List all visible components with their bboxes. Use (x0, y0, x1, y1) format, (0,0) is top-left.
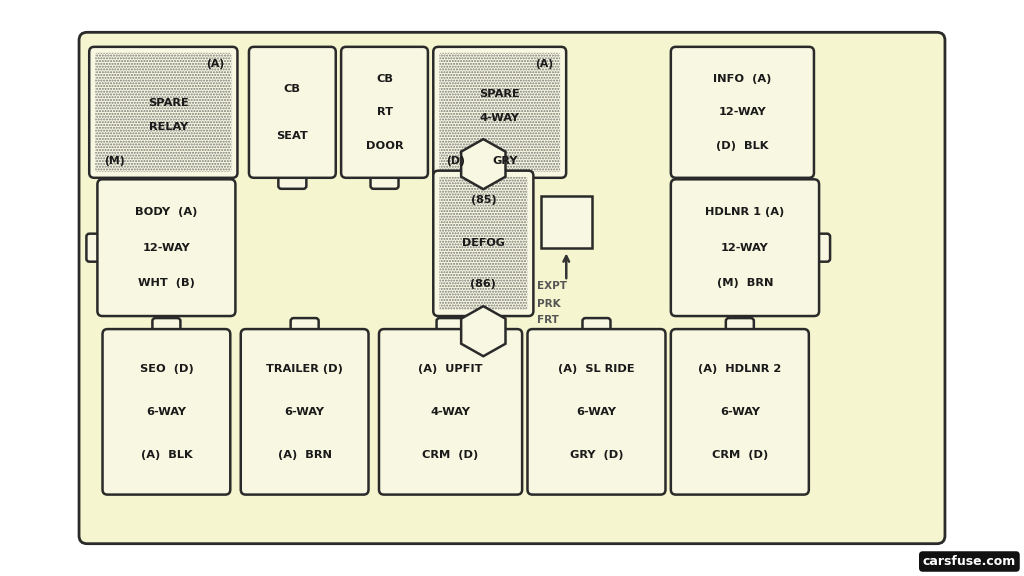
Text: (M): (M) (104, 156, 125, 166)
Text: 4-WAY: 4-WAY (479, 113, 520, 123)
FancyBboxPatch shape (279, 167, 306, 189)
FancyBboxPatch shape (86, 234, 109, 262)
FancyBboxPatch shape (583, 318, 610, 340)
FancyBboxPatch shape (249, 47, 336, 178)
Text: 6-WAY: 6-WAY (285, 407, 325, 417)
Text: (M)  BRN: (M) BRN (717, 278, 773, 288)
FancyBboxPatch shape (433, 170, 534, 316)
Text: 6-WAY: 6-WAY (146, 407, 186, 417)
Text: FRT: FRT (537, 314, 558, 325)
Text: SPARE: SPARE (479, 89, 520, 99)
Text: RELAY: RELAY (148, 122, 188, 132)
FancyBboxPatch shape (433, 47, 566, 178)
Text: 12-WAY: 12-WAY (142, 242, 190, 253)
Text: EXPT: EXPT (537, 281, 566, 291)
FancyBboxPatch shape (671, 179, 819, 316)
FancyBboxPatch shape (485, 167, 514, 189)
Polygon shape (461, 139, 506, 189)
FancyBboxPatch shape (728, 167, 757, 189)
Text: (D)  BLK: (D) BLK (716, 141, 769, 151)
Text: SEO  (D): SEO (D) (139, 363, 194, 374)
FancyBboxPatch shape (102, 329, 230, 495)
FancyBboxPatch shape (341, 47, 428, 178)
Polygon shape (461, 306, 506, 356)
Text: GRY  (D): GRY (D) (569, 450, 624, 460)
Text: CRM  (D): CRM (D) (712, 450, 768, 460)
Text: 6-WAY: 6-WAY (720, 407, 760, 417)
Text: (85): (85) (470, 195, 497, 205)
FancyBboxPatch shape (671, 47, 814, 178)
Text: (D): (D) (446, 156, 465, 166)
FancyBboxPatch shape (671, 329, 809, 495)
Text: TRAILER (D): TRAILER (D) (266, 363, 343, 374)
Text: (A)  BRN: (A) BRN (278, 450, 332, 460)
Text: DOOR: DOOR (366, 141, 403, 151)
FancyBboxPatch shape (379, 329, 522, 495)
Text: RT: RT (377, 107, 392, 118)
Text: (A)  UPFIT: (A) UPFIT (419, 363, 482, 374)
FancyBboxPatch shape (79, 32, 945, 544)
Text: (A): (A) (206, 59, 224, 69)
Text: carsfuse.com: carsfuse.com (923, 555, 1016, 568)
Bar (541, 196, 592, 248)
FancyBboxPatch shape (241, 329, 369, 495)
FancyBboxPatch shape (808, 234, 830, 262)
Text: (A)  HDLNR 2: (A) HDLNR 2 (698, 363, 781, 374)
FancyBboxPatch shape (89, 47, 238, 178)
Text: (A)  SL RIDE: (A) SL RIDE (558, 363, 635, 374)
FancyBboxPatch shape (291, 318, 318, 340)
Text: CB: CB (376, 74, 393, 84)
FancyBboxPatch shape (527, 329, 666, 495)
Text: SEAT: SEAT (276, 131, 308, 141)
Text: WHT  (B): WHT (B) (138, 278, 195, 288)
Text: INFO  (A): INFO (A) (713, 74, 772, 84)
Text: DEFOG: DEFOG (462, 238, 505, 248)
Text: BODY  (A): BODY (A) (135, 207, 198, 218)
Text: (A): (A) (535, 59, 553, 69)
Text: SPARE: SPARE (147, 98, 188, 108)
FancyBboxPatch shape (150, 167, 177, 189)
Text: (86): (86) (470, 279, 497, 289)
Text: 12-WAY: 12-WAY (721, 242, 769, 253)
Text: CB: CB (284, 84, 301, 94)
FancyBboxPatch shape (153, 318, 180, 340)
FancyBboxPatch shape (371, 167, 398, 189)
Text: 12-WAY: 12-WAY (719, 107, 766, 118)
Text: (A)  BLK: (A) BLK (140, 450, 193, 460)
Text: PRK: PRK (537, 298, 560, 309)
FancyBboxPatch shape (726, 318, 754, 340)
Text: GRY: GRY (492, 156, 517, 166)
Text: HDLNR 1 (A): HDLNR 1 (A) (706, 207, 784, 218)
Text: CRM  (D): CRM (D) (423, 450, 478, 460)
FancyBboxPatch shape (436, 318, 465, 340)
Text: 6-WAY: 6-WAY (577, 407, 616, 417)
Text: 4-WAY: 4-WAY (430, 407, 471, 417)
FancyBboxPatch shape (97, 179, 236, 316)
